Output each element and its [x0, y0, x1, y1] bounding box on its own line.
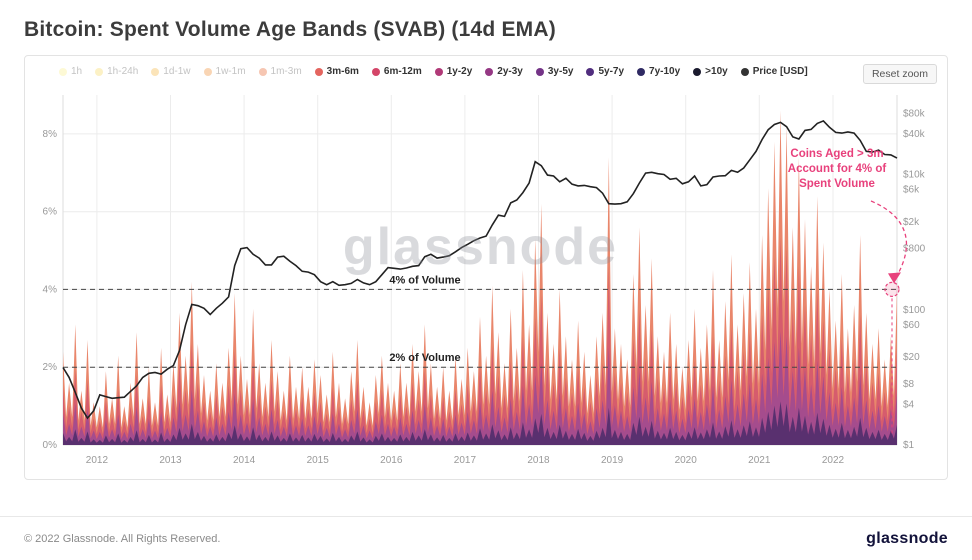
band-3m-6m: [63, 110, 897, 445]
svg-text:4%: 4%: [43, 284, 58, 295]
svg-text:$4: $4: [903, 399, 915, 410]
band-6m-12m: [63, 237, 897, 445]
legend-item-label: 2y-3y: [497, 66, 523, 77]
svg-text:2017: 2017: [454, 455, 477, 466]
svg-text:2012: 2012: [86, 455, 109, 466]
band-1y-3y: [63, 331, 897, 445]
svg-text:$6k: $6k: [903, 185, 920, 196]
reset-zoom-button[interactable]: Reset zoom: [862, 64, 937, 84]
left-axis-labels: 0% 2% 4% 6% 8%: [43, 129, 58, 451]
legend-color-dot: [314, 67, 323, 76]
svab-area-bands: [63, 110, 897, 445]
x-axis-labels: 2012 2013 2014 2015 2016 2017 2018 2019 2020 2021…: [86, 455, 845, 466]
annotation-arrow: [870, 200, 908, 278]
svg-text:2022: 2022: [822, 455, 845, 466]
legend-color-dot: [258, 67, 267, 76]
svg-text:$60: $60: [903, 320, 920, 331]
legend-item-3m-6m[interactable]: 3m-6m: [314, 66, 359, 77]
legend-color-dot: [586, 67, 595, 76]
chart-card: 1h 1h-24h 1d-1w 1w-1m 1m-3m 3m-6m 6m-12m 1y-2y 2…: [24, 55, 948, 480]
legend-color-dot: [151, 67, 160, 76]
legend-item-label: 1h-24h: [107, 66, 139, 77]
footer: © 2022 Glassnode. All Rights Reserved. g…: [0, 516, 972, 560]
svg-text:6%: 6%: [43, 207, 58, 218]
legend-item-label: Price [USD]: [752, 66, 808, 77]
brand-logo: glassnode: [866, 529, 948, 547]
legend-item-price-usd[interactable]: Price [USD]: [740, 66, 808, 77]
legend-item-label: 5y-7y: [598, 66, 625, 77]
footer-copyright: © 2022 Glassnode. All Rights Reserved.: [24, 532, 221, 545]
legend-item-2y-3y[interactable]: 2y-3y: [485, 66, 523, 77]
svg-text:8%: 8%: [43, 129, 58, 140]
svg-text:$800: $800: [903, 244, 926, 255]
svg-text:$1: $1: [903, 440, 915, 451]
legend-item-1d-1w[interactable]: 1d-1w: [151, 66, 191, 77]
legend-item-label: 7y-10y: [649, 66, 681, 77]
legend-color-dot: [59, 67, 67, 76]
legend-color-dot: [637, 67, 646, 76]
annotation-arrowhead: [888, 272, 901, 284]
svg-text:2016: 2016: [380, 455, 403, 466]
svg-text:$100: $100: [903, 305, 926, 316]
legend-item-1h-24h[interactable]: 1h-24h: [95, 66, 138, 77]
svg-text:2021: 2021: [748, 455, 771, 466]
legend-item-label: 1y-2y: [446, 66, 473, 77]
legend-color-dot: [203, 67, 212, 76]
svg-text:2020: 2020: [675, 455, 698, 466]
legend-color-dot: [740, 67, 749, 76]
svg-text:$2k: $2k: [903, 217, 920, 228]
chart-area[interactable]: 4% of Volume 2% of Volume 0% 2% 4% 6% 8% $80k $4…: [25, 79, 947, 479]
legend-color-dot: [434, 67, 443, 76]
band-3y+: [63, 401, 897, 445]
legend-item-label: 1d-1w: [163, 66, 191, 77]
svg-text:2013: 2013: [159, 455, 182, 466]
legend-item-3y-5y[interactable]: 3y-5y: [535, 66, 574, 77]
main-content: 1h 1h-24h 1d-1w 1w-1m 1m-3m 3m-6m 6m-12m 1y-2y 2…: [0, 55, 972, 516]
chart-svg[interactable]: 4% of Volume 2% of Volume 0% 2% 4% 6% 8% $80k $4…: [25, 79, 947, 479]
svg-text:2%: 2%: [43, 362, 58, 373]
legend-item-7y-10y[interactable]: 7y-10y: [637, 66, 680, 77]
legend-color-dot: [95, 67, 104, 76]
svg-text:$80k: $80k: [903, 109, 926, 120]
right-axis-labels: $80k $40k $10k $6k $2k $800 $100 $60 $20 $8 $4 $1: [903, 109, 926, 452]
svg-text:$20: $20: [903, 352, 920, 363]
legend-item-5y-7y[interactable]: 5y-7y: [586, 66, 624, 77]
page-title: Bitcoin: Spent Volume Age Bands (SVAB) (…: [24, 18, 556, 41]
legend-color-dot: [535, 67, 544, 76]
legend-item-label: >10y: [705, 66, 728, 77]
svg-text:2014: 2014: [233, 455, 256, 466]
legend-color-dot: [485, 67, 494, 76]
svg-text:Spent Volume: Spent Volume: [799, 178, 875, 190]
annotation-target-circle: [884, 281, 900, 297]
svg-text:2019: 2019: [601, 455, 624, 466]
svg-text:$10k: $10k: [903, 170, 926, 181]
svg-text:Account for 4% of: Account for 4% of: [788, 163, 887, 175]
legend-item-6m-12m[interactable]: 6m-12m: [371, 66, 422, 77]
legend-item-label: 1h: [71, 66, 83, 77]
svg-text:2015: 2015: [307, 455, 330, 466]
svg-text:2% of Volume: 2% of Volume: [389, 352, 460, 364]
legend-color-dot: [371, 67, 380, 76]
legend-item-label: 3m-6m: [326, 66, 359, 77]
svg-text:2018: 2018: [527, 455, 550, 466]
legend-item-1h[interactable]: 1h: [59, 66, 82, 77]
legend-item-label: 1w-1m: [215, 66, 246, 77]
svg-text:4% of Volume: 4% of Volume: [389, 274, 460, 286]
legend: 1h 1h-24h 1d-1w 1w-1m 1m-3m 3m-6m 6m-12m 1y-2y 2…: [25, 56, 947, 79]
legend-item-label: 6m-12m: [383, 66, 422, 77]
svg-text:0%: 0%: [43, 440, 58, 451]
reference-lines: 4% of Volume 2% of Volume: [63, 274, 897, 368]
legend-item-label: 3y-5y: [547, 66, 574, 77]
legend-item-1m-3m[interactable]: 1m-3m: [258, 66, 302, 77]
legend-item-1y-2y[interactable]: 1y-2y: [434, 66, 473, 77]
annotation-coins-aged: Coins Aged > 3m Account for 4% of Spent Vo…: [788, 148, 908, 435]
legend-color-dot: [693, 67, 702, 76]
price-line: [62, 119, 898, 420]
legend-item-10y[interactable]: >10y: [693, 66, 728, 77]
svg-text:Coins Aged > 3m: Coins Aged > 3m: [790, 148, 883, 160]
svg-text:$40k: $40k: [903, 129, 926, 140]
legend-item-label: 1m-3m: [270, 66, 302, 77]
svg-text:$8: $8: [903, 379, 915, 390]
legend-item-1w-1m[interactable]: 1w-1m: [203, 66, 246, 77]
